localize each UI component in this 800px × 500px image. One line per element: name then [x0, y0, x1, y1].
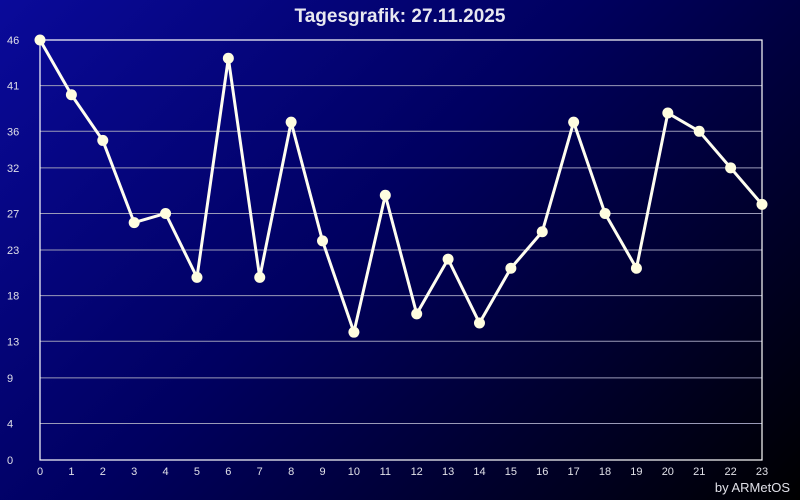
- x-tick-label: 20: [662, 466, 674, 478]
- data-point: [317, 235, 329, 247]
- x-tick-label: 8: [288, 466, 294, 478]
- data-point: [536, 226, 548, 238]
- data-point: [568, 116, 580, 128]
- y-tick-label: 36: [7, 126, 19, 138]
- y-tick-label: 0: [7, 455, 13, 467]
- y-tick-label: 32: [7, 163, 19, 175]
- x-tick-label: 9: [319, 466, 325, 478]
- data-point: [97, 134, 109, 146]
- x-tick-label: 18: [599, 466, 611, 478]
- data-point: [222, 52, 234, 64]
- y-tick-label: 41: [7, 81, 19, 93]
- x-tick-label: 2: [100, 466, 106, 478]
- data-point: [662, 107, 674, 119]
- x-tick-label: 11: [380, 466, 391, 478]
- data-point: [65, 89, 77, 101]
- data-point: [348, 326, 360, 338]
- data-point: [160, 207, 172, 219]
- x-tick-label: 23: [756, 466, 768, 478]
- plot-frame: [39, 39, 763, 461]
- credit-text: by ARMetOS: [714, 480, 790, 495]
- data-point: [756, 198, 768, 210]
- data-point: [34, 34, 46, 46]
- x-tick-label: 5: [194, 466, 200, 478]
- x-tick-label: 13: [442, 466, 454, 478]
- series-line: [38, 39, 764, 334]
- x-tick-label: 16: [536, 466, 548, 478]
- data-point: [630, 262, 642, 274]
- data-point: [725, 162, 737, 174]
- x-tick-label: 4: [163, 466, 169, 478]
- data-point: [505, 262, 517, 274]
- data-point: [411, 308, 423, 320]
- x-tick-label: 14: [473, 466, 485, 478]
- x-tick-label: 17: [568, 466, 580, 478]
- x-tick-label: 3: [131, 466, 137, 478]
- y-tick-label: 18: [7, 291, 19, 303]
- y-tick-label: 23: [7, 245, 19, 257]
- y-tick-label: 13: [7, 336, 19, 348]
- x-tick-label: 22: [724, 466, 736, 478]
- data-point: [191, 271, 203, 283]
- data-point: [693, 125, 705, 137]
- x-tick-label: 19: [630, 466, 642, 478]
- data-point: [442, 253, 454, 265]
- y-tick-label: 9: [7, 373, 13, 385]
- y-tick-label: 27: [7, 208, 19, 220]
- data-point: [379, 189, 391, 201]
- x-tick-label: 12: [411, 466, 423, 478]
- data-point: [254, 271, 266, 283]
- chart-title: Tagesgrafik: 27.11.2025: [294, 6, 506, 27]
- y-tick-label: 4: [7, 418, 13, 430]
- data-point: [285, 116, 297, 128]
- x-tick-label: 1: [68, 466, 74, 478]
- data-point: [128, 217, 140, 229]
- x-tick-label: 10: [348, 466, 360, 478]
- x-tick-label: 0: [37, 466, 43, 478]
- x-tick-label: 15: [505, 466, 517, 478]
- y-tick-label: 46: [7, 35, 19, 47]
- x-tick-label: 6: [225, 466, 231, 478]
- x-tick-label: 7: [257, 466, 263, 478]
- data-point: [599, 207, 611, 219]
- data-point: [473, 317, 485, 329]
- x-tick-label: 21: [693, 466, 705, 478]
